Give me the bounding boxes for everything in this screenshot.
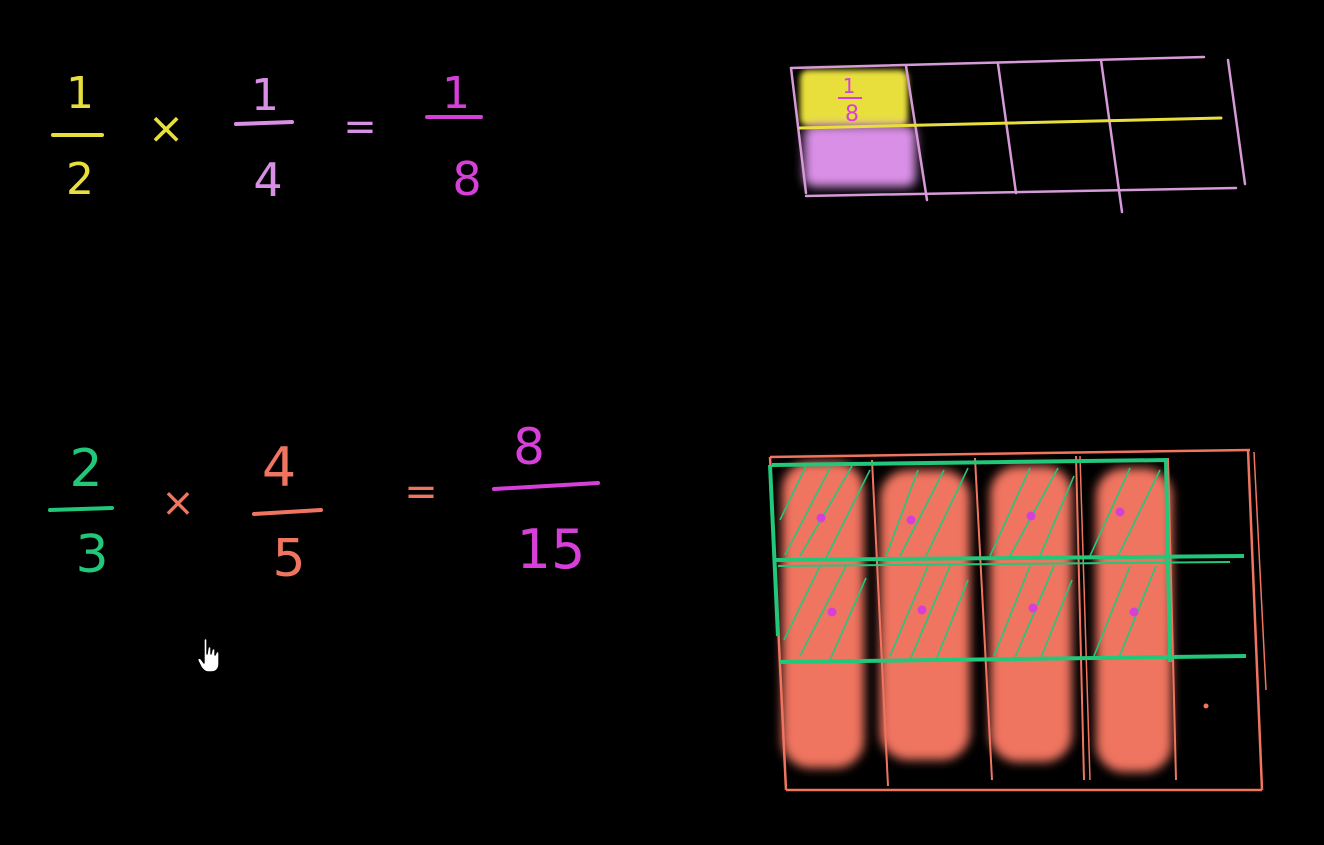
diagram2-shade-col-1 xyxy=(782,462,864,768)
eq1-times-sign: × xyxy=(148,103,185,154)
diagram2-stray-dot xyxy=(1203,703,1209,709)
diagram1-top-edge xyxy=(789,55,1206,70)
diagram2-dot xyxy=(1129,607,1139,617)
eq2-f1-numerator: 2 xyxy=(69,439,102,499)
diagram2-right-edge-2 xyxy=(1253,451,1267,691)
diagram2-col-divider-3b xyxy=(1079,455,1091,781)
eq2-f2-numerator: 4 xyxy=(262,436,296,499)
diagram2-cell-dots xyxy=(816,507,1139,617)
eq1-f2-bar xyxy=(234,120,294,126)
eq1-fraction-1: 1 2 xyxy=(51,68,104,205)
diagram2-dot xyxy=(1028,603,1038,613)
equation-2: 2 3 × 4 5 = 8 15 xyxy=(48,418,600,589)
eq2-result-numerator: 8 xyxy=(513,418,545,476)
diagram2-row-divider-1b xyxy=(777,561,1231,567)
diagram-1-area-model: 1 8 xyxy=(789,55,1247,214)
eq1-equals-sign: = xyxy=(343,104,377,150)
diagram1-pink-shade xyxy=(804,125,916,187)
diagram2-col-divider-3 xyxy=(1075,455,1085,781)
diagram2-dot xyxy=(1115,507,1125,517)
eq2-f1-bar xyxy=(48,506,114,512)
diagram2-green-right xyxy=(1164,459,1172,663)
diagram2-dot xyxy=(917,605,927,615)
eq1-f2-denominator: 4 xyxy=(253,153,282,207)
eq2-result-bar xyxy=(492,481,600,491)
diagram2-shade-col-3 xyxy=(990,466,1072,762)
equation-1: 1 2 × 1 4 = 1 8 xyxy=(51,68,483,207)
eq2-f2-denominator: 5 xyxy=(272,529,305,589)
diagram2-green-left xyxy=(768,464,780,637)
hand-pointer-icon xyxy=(197,637,220,673)
eq2-fraction-2: 4 5 xyxy=(252,436,323,589)
diagram2-row-divider-2 xyxy=(779,654,1247,664)
eq2-result: 8 15 xyxy=(492,418,600,581)
eq1-f2-numerator: 1 xyxy=(251,70,279,121)
diagram2-shade-col-2 xyxy=(880,470,970,760)
eq1-result-numerator: 1 xyxy=(442,68,470,119)
diagram1-left-edge xyxy=(789,66,808,195)
diagram2-green-hatching xyxy=(779,465,1161,661)
diagram-2-area-model xyxy=(768,448,1267,792)
diagram2-col-divider-4 xyxy=(1167,457,1177,781)
diagram1-bottom-edge xyxy=(804,186,1238,198)
eq2-f1-denominator: 3 xyxy=(75,525,108,585)
diagram2-dot xyxy=(1026,511,1036,521)
eq2-f2-bar xyxy=(252,508,323,516)
eq2-equals-sign: = xyxy=(404,469,438,515)
diagram1-right-edge xyxy=(1226,58,1247,186)
diagram2-dot xyxy=(827,607,837,617)
eq2-fraction-1: 2 3 xyxy=(48,439,114,585)
diagram1-divider-3 xyxy=(1099,58,1124,214)
diagram2-col-divider-1 xyxy=(871,459,889,787)
eq2-result-denominator: 15 xyxy=(517,518,586,581)
diagram2-row-divider-1 xyxy=(775,554,1245,562)
diagram2-dot xyxy=(816,513,826,523)
eq1-fraction-2: 1 4 xyxy=(234,70,294,207)
diagram1-divider-1 xyxy=(904,64,929,202)
eq2-times-sign: × xyxy=(161,480,195,526)
diagram1-half-line xyxy=(798,116,1223,130)
diagram1-label-numerator: 1 xyxy=(843,74,856,98)
diagram2-col-divider-2 xyxy=(974,457,993,781)
eq1-result: 1 8 xyxy=(425,68,483,206)
eq1-result-denominator: 8 xyxy=(452,152,481,206)
diagram2-dot xyxy=(906,515,916,525)
diagram2-green-top xyxy=(771,458,1169,467)
diagram1-label-denominator: 8 xyxy=(845,102,859,127)
diagram2-top-edge xyxy=(769,448,1251,459)
diagram1-divider-2 xyxy=(996,62,1018,195)
eq1-f1-denominator: 2 xyxy=(66,154,94,205)
eq1-f1-numerator: 1 xyxy=(66,68,94,119)
diagram2-right-edge xyxy=(1246,449,1264,791)
